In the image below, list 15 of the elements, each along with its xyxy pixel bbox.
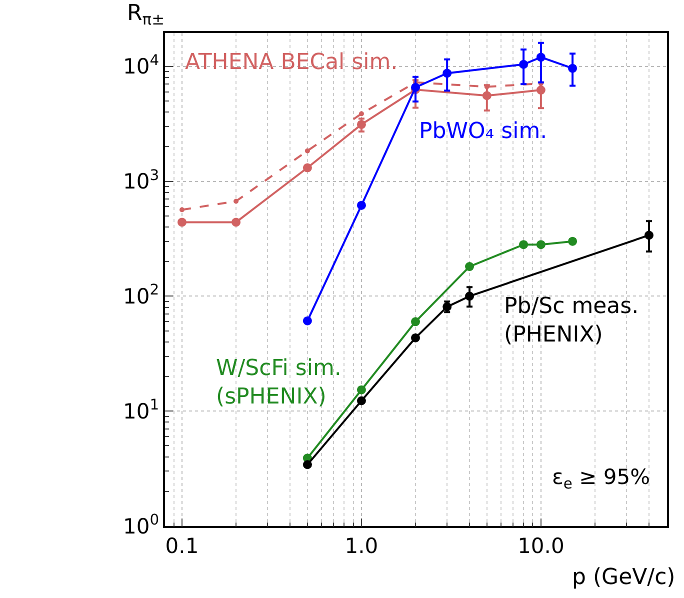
annotation: ε$_{e}$ ≥ 95% [552, 465, 650, 492]
x-tick-label: 1.0 [344, 534, 378, 558]
series-label: ATHENA BECal sim. [185, 50, 398, 75]
x-tick-label: 10.0 [518, 534, 564, 558]
y-tick-label: 10$^{1}$ [122, 396, 160, 424]
series-label: PbWO₄ sim. [419, 119, 548, 144]
series-label: W/ScFi sim. (sPHENIX) [216, 356, 342, 410]
x-tick-label: 0.1 [165, 534, 199, 558]
series-label: Pb/Sc meas. (PHENIX) [504, 294, 639, 348]
y-axis-title: R$_{π±}$ [127, 1, 164, 29]
y-tick-label: 10$^{4}$ [122, 52, 160, 79]
y-tick-label: 10$^{0}$ [122, 512, 160, 538]
y-tick-label: 10$^{2}$ [122, 282, 160, 309]
y-tick-label: 10$^{3}$ [122, 166, 160, 194]
x-axis-title: p (GeV/c) [572, 565, 676, 590]
